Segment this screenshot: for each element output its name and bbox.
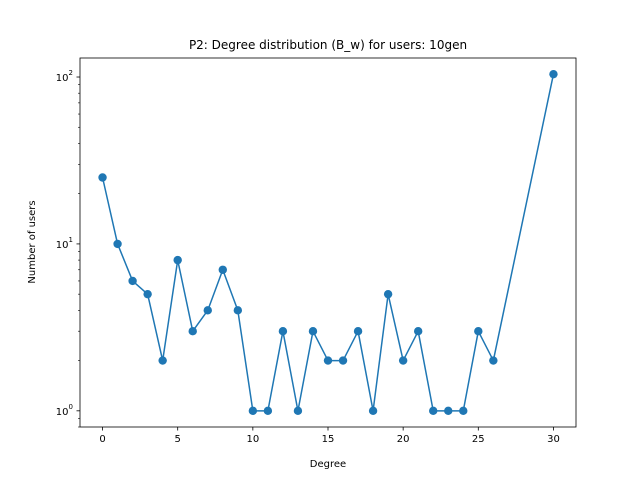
data-point — [474, 326, 483, 336]
data-point — [549, 69, 558, 79]
data-point — [398, 356, 408, 365]
y-tick-label: 102 — [56, 69, 73, 84]
data-point — [368, 406, 378, 416]
plot-frame — [79, 57, 577, 428]
data-point — [383, 289, 393, 299]
x-tick-label: 20 — [397, 434, 410, 445]
data-point — [233, 306, 243, 315]
data-point — [98, 173, 107, 182]
chart-title: P2: Degree distribution (B_w) for users:… — [189, 38, 467, 52]
x-axis: 0 5 10 15 20 25 30 — [99, 427, 560, 445]
data-point — [278, 326, 288, 336]
y-tick-label: 101 — [56, 236, 73, 251]
y-tick-exponent: 1 — [69, 236, 73, 244]
x-tick-label: 30 — [547, 434, 560, 445]
series-line — [101, 74, 555, 412]
data-point — [263, 406, 273, 416]
data-point — [459, 406, 468, 416]
data-point — [323, 356, 333, 365]
data-point — [293, 406, 303, 416]
y-axis-label: Number of users — [27, 200, 38, 283]
data-point — [489, 356, 498, 365]
y-tick-label: 100 — [56, 403, 73, 418]
x-tick-label: 15 — [322, 434, 335, 445]
data-point — [308, 326, 318, 336]
x-tick-label: 25 — [472, 434, 485, 445]
data-point — [429, 406, 438, 416]
data-point — [158, 356, 167, 365]
data-point — [188, 326, 197, 336]
data-point — [113, 239, 122, 249]
data-point — [218, 265, 227, 274]
x-tick-label: 10 — [246, 434, 259, 445]
data-point — [143, 289, 152, 299]
data-point — [203, 306, 212, 315]
x-tick-label: 0 — [99, 434, 105, 445]
x-axis-label: Degree — [310, 459, 346, 470]
y-tick-base: 10 — [56, 407, 69, 418]
x-tick-label: 5 — [175, 434, 181, 445]
y-tick-base: 10 — [56, 240, 69, 251]
data-point — [444, 406, 453, 416]
data-point — [248, 406, 258, 416]
data-point — [338, 356, 348, 365]
data-point — [353, 326, 363, 336]
y-tick-exponent: 2 — [69, 69, 73, 77]
y-tick-base: 10 — [56, 73, 69, 84]
data-point — [128, 276, 137, 286]
data-point — [413, 326, 423, 336]
y-tick-exponent: 0 — [69, 403, 73, 411]
series-layer — [98, 69, 558, 416]
data-point — [173, 255, 182, 265]
